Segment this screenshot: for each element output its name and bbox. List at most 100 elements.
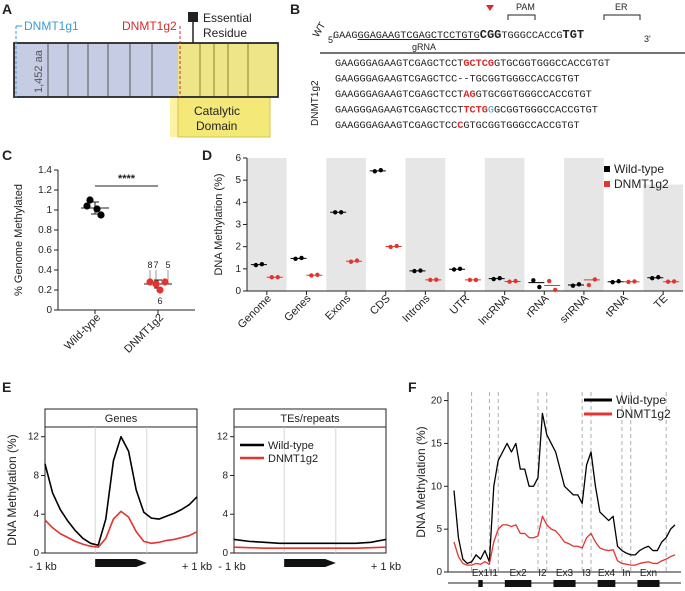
catalytic-domain-box	[177, 96, 271, 138]
y-tick-label: 2	[235, 242, 241, 253]
panel-d-label: D	[202, 147, 212, 163]
legend-wt-label: Wild-type	[616, 393, 666, 407]
x-tick-label: UTR	[448, 293, 473, 318]
category-shade	[484, 158, 525, 291]
mutant-sequence-row: GAAGGGAGAAGTCGAGCTCCTTCTGGGCGGTGGGCCACCG…	[335, 106, 598, 117]
y-tick-label: 0	[222, 548, 228, 559]
cut-site-icon	[486, 5, 494, 11]
wt-point	[299, 255, 304, 261]
five-prime: 5'	[328, 35, 335, 45]
data-point	[152, 280, 160, 288]
x-tick-label: tRNA	[604, 292, 632, 320]
y-tick-label: 1	[46, 205, 52, 216]
wt-point	[338, 210, 344, 215]
wt-point	[451, 267, 457, 272]
legend-wt-label: Wild-type	[268, 440, 314, 452]
region-label: Ex1	[472, 568, 490, 579]
sequence-segment: GAAGGGAGAAGTCGAGCTCCT	[335, 59, 463, 70]
sequence-segment: GTGCGGTGGGCCACCGTGT	[463, 121, 579, 132]
sequence-segment: GCGGTGGGCCACCGTGT	[494, 106, 598, 117]
er-bracket	[603, 14, 641, 20]
sequence-segment: TCTG	[463, 106, 487, 117]
mut-point	[394, 243, 399, 249]
wt-sequence: GAAGGGAGAAGTCGAGCTCCTGTGCGGTGGGCCACCGTGT	[333, 28, 584, 42]
x-tick-label: Wild-type	[62, 312, 103, 353]
x-tick-label: lncRNA	[477, 292, 512, 327]
mut-label: DNMT1g2	[310, 80, 321, 126]
mut-point	[428, 277, 433, 283]
x-tick-label: - 1 kb	[29, 561, 57, 573]
residue-text: Residue	[203, 26, 247, 40]
mut-point	[309, 273, 314, 278]
y-tick-label: 4	[33, 509, 39, 520]
wt-point	[497, 275, 502, 281]
y-axis-label: DNA Methylation (%)	[5, 434, 19, 545]
x-tick-label: + 1 kb	[371, 561, 401, 573]
region-label: Ex3	[556, 568, 574, 579]
sequence-segment: GAAGGGAGAAGTCGAGCTCC--TGCGGTGGGCCACCGTGT	[335, 75, 580, 86]
wt-point	[259, 261, 265, 267]
g2-label: DNMT1g2	[122, 19, 177, 33]
wt-point	[332, 210, 338, 215]
wt-label: WT	[311, 21, 328, 40]
x-tick-label: Introns	[400, 292, 433, 325]
panel-b-label: B	[290, 1, 300, 17]
wt-point	[418, 268, 423, 273]
wt-point	[378, 167, 383, 173]
pam-label: PAM	[516, 2, 535, 12]
series-line	[44, 435, 198, 547]
wt-point	[616, 279, 621, 284]
wt-point	[610, 279, 615, 285]
mutant-sequence-row: GAAGGGAGAAGTCGAGCTCCTAGGTGCGGTGGGCCACCGT…	[335, 90, 592, 101]
y-tick-label: 1	[235, 264, 241, 275]
wt-point	[457, 266, 463, 272]
x-tick-label: snRNA	[558, 292, 592, 326]
x-tick-label: Exons	[323, 292, 353, 322]
data-point	[86, 196, 94, 204]
y-axis-label: DNA Methylation (%)	[213, 173, 225, 275]
sequence-segment: C	[457, 121, 463, 132]
mut-point	[354, 258, 360, 263]
mut-point	[388, 244, 393, 250]
mut-point	[348, 259, 354, 264]
legend-wt-label: Wild-type	[614, 162, 664, 176]
sequence-segment: GTGCGGTGGGCCACCGTGT	[476, 90, 592, 101]
y-tick-label: 8	[33, 470, 39, 481]
er-label: ER	[615, 2, 628, 12]
legend-mut-label: DNMT1g2	[268, 453, 318, 465]
mut-point	[467, 277, 473, 283]
exon-block	[478, 580, 483, 587]
x-tick-label: CDS	[368, 293, 393, 318]
legend-mut-swatch	[604, 181, 610, 187]
wt-point	[293, 256, 298, 262]
series-line	[233, 546, 387, 549]
wt-point	[656, 275, 661, 280]
data-point	[97, 211, 105, 219]
wt-point	[576, 282, 582, 287]
category-shade	[326, 158, 366, 291]
wt-seq-grna: GGAGAAGTCGAGCTCCTGTG	[357, 31, 479, 42]
x-tick-label: - 1 kb	[218, 561, 246, 573]
chart-e: Genes 0 4 8 12 - 1 kb + 1 kb TEs/repeats 0 4 8 12 - …	[5, 408, 401, 573]
gene-arrow-icon	[284, 559, 336, 567]
mut-point	[269, 275, 274, 280]
y-tick-label: 1.4	[38, 165, 52, 176]
wt-seq-part: GAAG	[333, 31, 357, 42]
y-tick-label: 5	[235, 175, 241, 186]
y-tick-label: 20	[431, 396, 443, 407]
grna-label: gRNA	[412, 42, 436, 52]
domain-dividers	[47, 43, 153, 97]
panel-e-label: E	[2, 379, 11, 395]
replicate-label: 6	[157, 296, 162, 306]
legend-mut-label: DNMT1g2	[614, 177, 669, 191]
y-tick-label: 0.4	[38, 265, 52, 276]
category-shade	[564, 158, 604, 291]
region-label: I3	[582, 568, 591, 579]
series-line	[453, 412, 676, 565]
sequence-segment: GCTCG	[463, 59, 494, 70]
y-tick-label: 1.2	[38, 185, 52, 196]
legend-mut-label: DNMT1g2	[616, 407, 671, 421]
wt-seq-er: TGT	[563, 28, 585, 42]
y-tick-label: 6	[235, 153, 241, 164]
